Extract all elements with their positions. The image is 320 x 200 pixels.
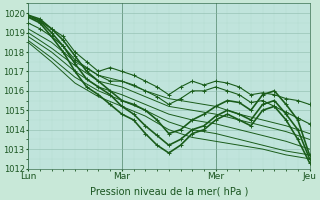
X-axis label: Pression niveau de la mer( hPa ): Pression niveau de la mer( hPa ): [90, 187, 248, 197]
